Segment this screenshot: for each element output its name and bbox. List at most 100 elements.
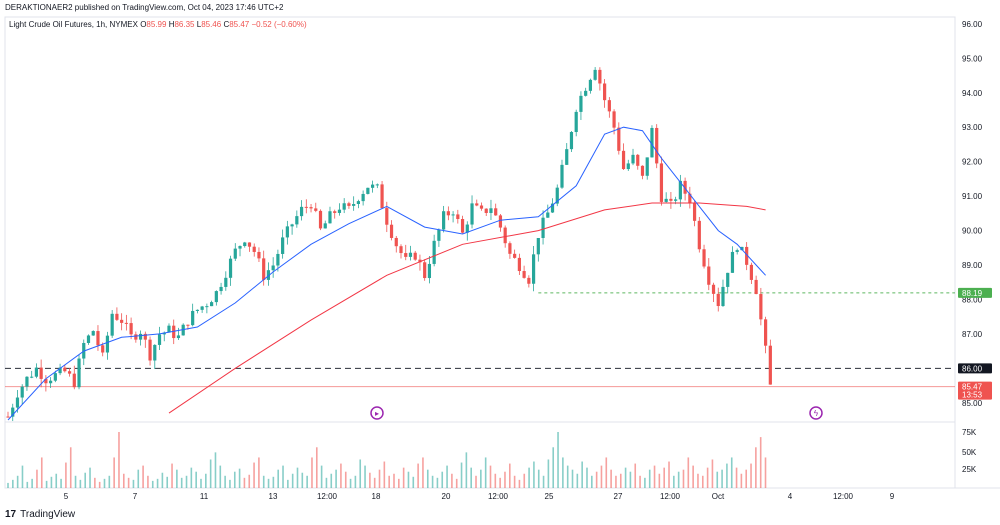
candle-body (385, 208, 389, 225)
candle-body (427, 263, 432, 279)
volume-bar (557, 432, 559, 488)
volume-bar (354, 475, 357, 488)
candle-body (191, 310, 195, 326)
candle-body (124, 322, 128, 324)
volume-bar (619, 473, 622, 488)
candle-body (389, 224, 394, 238)
volume-bar (180, 477, 183, 488)
candle-body (333, 211, 337, 213)
candle-body (49, 380, 53, 384)
volume-bar (701, 475, 704, 488)
volume-bar (591, 475, 593, 488)
volume-bar (60, 478, 62, 488)
x-tick-label: 12:00 (317, 492, 338, 501)
candle-body (423, 262, 427, 279)
y-tick-label: 86.00 (962, 364, 983, 373)
volume-bar (21, 465, 24, 488)
candle-body (356, 201, 360, 204)
volume-bar (721, 469, 723, 488)
price-axis: 96.00 95.00 94.00 93.00 92.00 91.00 90.00 89.00… (962, 20, 983, 408)
candle-body (101, 345, 105, 353)
volume-bar (74, 475, 77, 488)
low-value: 85.46 (201, 20, 222, 29)
volume-bar (40, 457, 43, 488)
volume-bar (600, 465, 603, 488)
volume-bar (277, 469, 279, 488)
candle-body (432, 240, 436, 264)
volume-bar (108, 475, 111, 488)
x-tick-label: 12:00 (488, 492, 509, 501)
volume-bar (711, 459, 714, 488)
volume-bar (402, 467, 405, 488)
y-tick-label: 85.00 (962, 399, 983, 408)
candle-body (735, 250, 739, 252)
volume-bar (311, 457, 313, 488)
volume-bar (98, 481, 101, 488)
volume-bar (161, 472, 164, 488)
candle-body (219, 286, 223, 292)
candle-body (636, 154, 640, 166)
candle-body (640, 165, 645, 176)
volume-bar (151, 480, 154, 488)
volume-bar (412, 476, 415, 488)
volume-bar (398, 478, 400, 488)
volume-bar (537, 469, 540, 488)
volume-bar (470, 467, 472, 488)
candle-body (437, 229, 441, 241)
volume-bar (581, 461, 583, 488)
candle-body (621, 150, 626, 170)
candle-body (536, 238, 540, 255)
candle-body (304, 206, 308, 208)
candle-body (508, 243, 512, 254)
volume-bar (233, 471, 236, 488)
candle-body (186, 324, 190, 326)
x-tick-label: 25 (545, 492, 554, 501)
candle-body (498, 215, 503, 228)
candle-body (328, 211, 332, 224)
grid (4, 16, 1000, 489)
candle-body (257, 251, 261, 259)
volume-bar (65, 462, 67, 488)
volume-bar (735, 467, 738, 488)
volume-bar (330, 473, 333, 488)
volume-bar (508, 463, 511, 488)
candle-body (366, 187, 370, 194)
candle-body (120, 319, 124, 323)
volume-bar (764, 457, 767, 488)
candle-body (442, 211, 446, 230)
y-tick-label: 88.00 (962, 295, 983, 304)
volume-bar (658, 473, 661, 488)
candle-body (276, 253, 280, 266)
volume-bar (542, 475, 545, 488)
candle-body (470, 203, 474, 225)
candle-body (418, 259, 422, 263)
candle-body (181, 324, 185, 336)
candle-body (228, 258, 233, 278)
candle-body (323, 223, 327, 229)
candle-body (503, 227, 507, 244)
x-tick-label: 9 (890, 492, 895, 501)
candle-body (711, 284, 716, 294)
candle-body (494, 208, 498, 216)
candle-body (58, 367, 62, 374)
y-tick-label: 91.00 (962, 192, 983, 201)
candle-body (612, 111, 616, 128)
candle-body (30, 376, 34, 378)
candle-body (129, 323, 133, 335)
volume-bar (89, 467, 91, 488)
x-tick-label: 4 (788, 492, 793, 501)
candle-body (683, 180, 687, 194)
x-tick-label: 12:00 (833, 492, 854, 501)
volume-bar (315, 447, 318, 488)
volume-bar (586, 467, 588, 488)
candle-body (96, 331, 100, 346)
volume-bar (50, 476, 53, 488)
candle-body (176, 335, 181, 339)
volume-bar (552, 447, 555, 488)
candle-body (513, 253, 517, 258)
candle-body (352, 203, 356, 206)
candle-body (517, 257, 521, 272)
candle-body (266, 270, 271, 280)
x-tick-label: 18 (372, 492, 381, 501)
